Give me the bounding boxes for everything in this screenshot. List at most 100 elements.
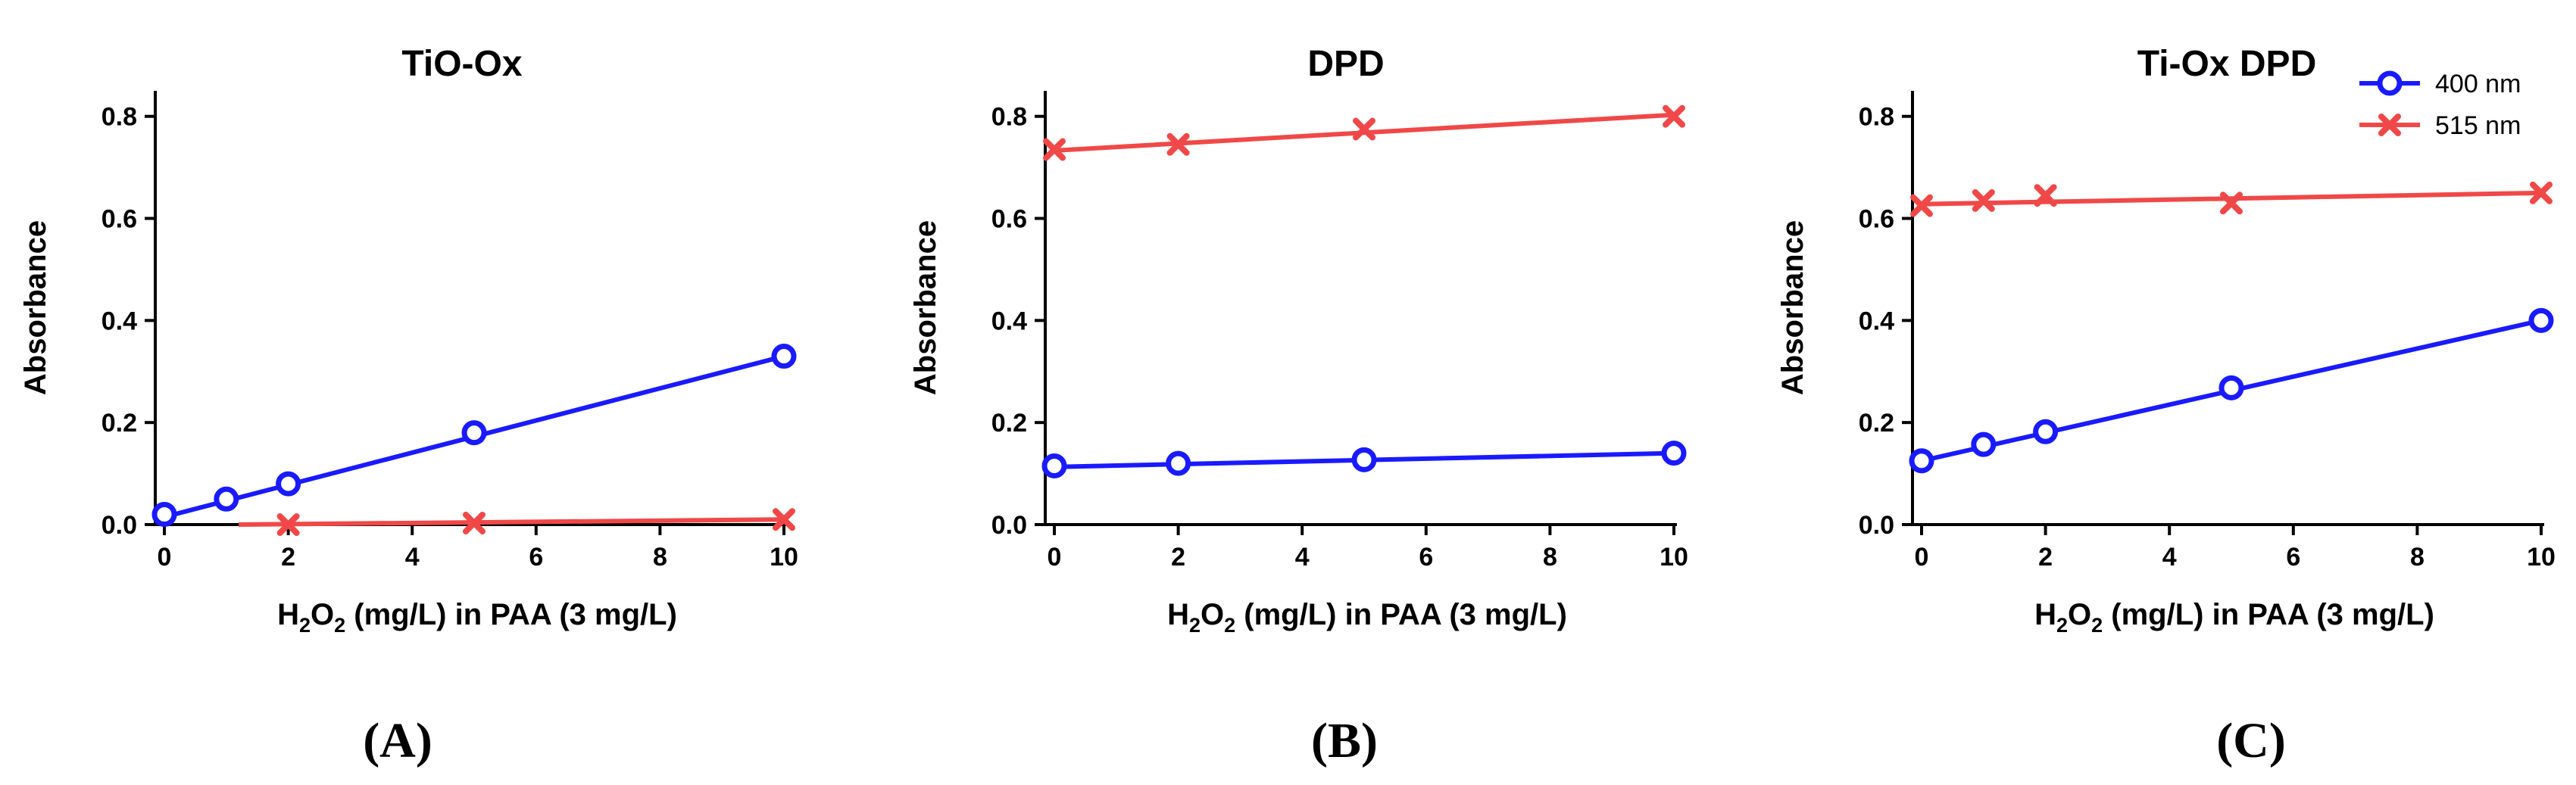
series-515-nm [1043,104,1685,161]
data-point [2220,192,2243,215]
y-tick-label: 0.4 [991,307,1027,335]
panel-caption: (A) [363,713,432,768]
y-axis-label: Absorbance [1776,220,1809,395]
x-tick-label: 6 [2286,543,2300,572]
chart-panel-2: Ti-Ox DPD 0.0 0.2 0.4 0.6 0.8 0 2 4 6 8 10 Absorbanc… [1776,44,2556,768]
fit-line [1921,190,2542,207]
data-point [1043,138,1066,161]
x-tick-label: 0 [1048,543,1062,572]
data-point [214,486,239,512]
x-axis-label-part: H [277,598,299,631]
data-point [2218,375,2244,400]
x-axis-label-part: H [2034,598,2056,631]
x-axis-label-part: O [1201,598,1224,631]
series-400-nm [151,344,797,528]
series-515-nm [239,508,795,536]
data-point [1909,448,1934,474]
x-axis-label-part: (mg/L) in PAA (3 mg/L) [345,598,677,631]
x-tick-label: 6 [529,543,543,572]
chart-title: DPD [1307,44,1384,84]
data-point [461,420,487,446]
x-tick-label: 10 [2527,543,2556,572]
x-tick-label: 2 [281,543,295,572]
x-axis-label-part: 2 [334,614,345,637]
x-tick-label: 10 [770,543,798,572]
x-tick-label: 8 [653,543,667,572]
legend: 400 nm 515 nm [2359,70,2521,140]
x-tick-label: 2 [1171,543,1185,572]
y-tick-label: 0.2 [991,409,1027,438]
data-point [2528,307,2554,333]
data-point [276,471,301,497]
x-tick-label: 4 [405,543,420,572]
data-point [2033,419,2059,444]
x-axis-label-part: O [311,598,334,631]
data-point [463,511,486,534]
panel-caption: (C) [2216,713,2286,768]
series-400-nm [1909,307,2554,474]
x-axis-label-part: (mg/L) in PAA (3 mg/L) [1235,598,1567,631]
x-tick-label: 10 [1660,543,1688,572]
x-axis-label-part: H [1167,598,1189,631]
y-axis-label: Absorbance [909,220,942,395]
y-axis-label: Absorbance [19,220,52,395]
y-tick-label: 0.6 [101,205,137,234]
y-tick-label: 0.8 [991,103,1027,132]
data-point [1351,447,1377,472]
x-tick-label: 8 [2410,543,2425,572]
data-point [1041,453,1067,478]
data-point [2034,184,2057,207]
x-tick-label: 2 [2038,543,2053,572]
series-515-nm [1910,181,2553,217]
y-tick-label: 0.0 [991,511,1027,540]
data-point [2530,181,2553,204]
y-tick-label: 0.2 [101,409,137,438]
data-point [1166,132,1190,156]
x-axis-label-part: 2 [1189,614,1201,637]
x-axis-label-part: 2 [2091,614,2103,637]
x-axis-label: H2O2 (mg/L) in PAA (3 mg/L) [1167,598,1567,637]
panel-caption: (B) [1311,713,1378,768]
y-tick-label: 0.6 [991,205,1027,234]
y-tick-label: 0.0 [1859,511,1894,540]
y-tick-label: 0.2 [1859,409,1894,438]
fit-line [239,517,785,527]
legend-label: 400 nm [2435,70,2521,98]
x-tick-label: 0 [1915,543,1929,572]
data-point [771,344,797,369]
x-tick-label: 6 [1419,543,1433,572]
circle-icon [2377,70,2403,96]
data-point [1971,431,1997,457]
data-point [1910,194,1933,217]
x-tick-label: 8 [1543,543,1557,572]
x-axis-label-part: 2 [2056,614,2068,637]
y-tick-label: 0.4 [1859,307,1894,335]
y-tick-label: 0.4 [101,307,137,335]
data-point [1663,104,1685,128]
chart-panel-0: TiO-Ox0.00.20.40.60.80 2 4 6 8 10AbsorbanceH2… [19,44,798,768]
x-tick-label: 4 [1295,543,1310,572]
x-tick-label: 4 [2162,543,2177,572]
data-point [276,513,300,536]
x-axis-label-part: O [2068,598,2091,631]
x-axis-label-part: (mg/L) in PAA (3 mg/L) [2103,598,2434,631]
data-point [151,502,177,528]
x-axis-label: H2O2 (mg/L) in PAA (3 mg/L) [277,598,677,637]
data-point [1972,188,1995,212]
y-tick-label: 0.8 [1859,103,1894,132]
chart-title: Ti-Ox DPD [2137,44,2316,84]
cross-icon [2378,114,2401,136]
data-point [1166,450,1191,476]
y-tick-label: 0.0 [101,511,137,540]
legend-label: 515 nm [2435,111,2521,140]
x-axis-label-part: 2 [299,614,311,637]
x-axis-label-part: 2 [1224,614,1235,637]
data-point [1661,441,1687,466]
chart-panel-1: DPD 0.0 0.2 0.4 0.6 0.8 0 2 4 6 8 10 Absorbance H2O2 … [909,44,1688,768]
data-point [1353,117,1375,141]
series-400-nm [1041,441,1687,478]
x-tick-label: 0 [158,543,172,572]
x-axis-label: H2O2 (mg/L) in PAA (3 mg/L) [2034,598,2434,637]
data-point [773,508,795,531]
